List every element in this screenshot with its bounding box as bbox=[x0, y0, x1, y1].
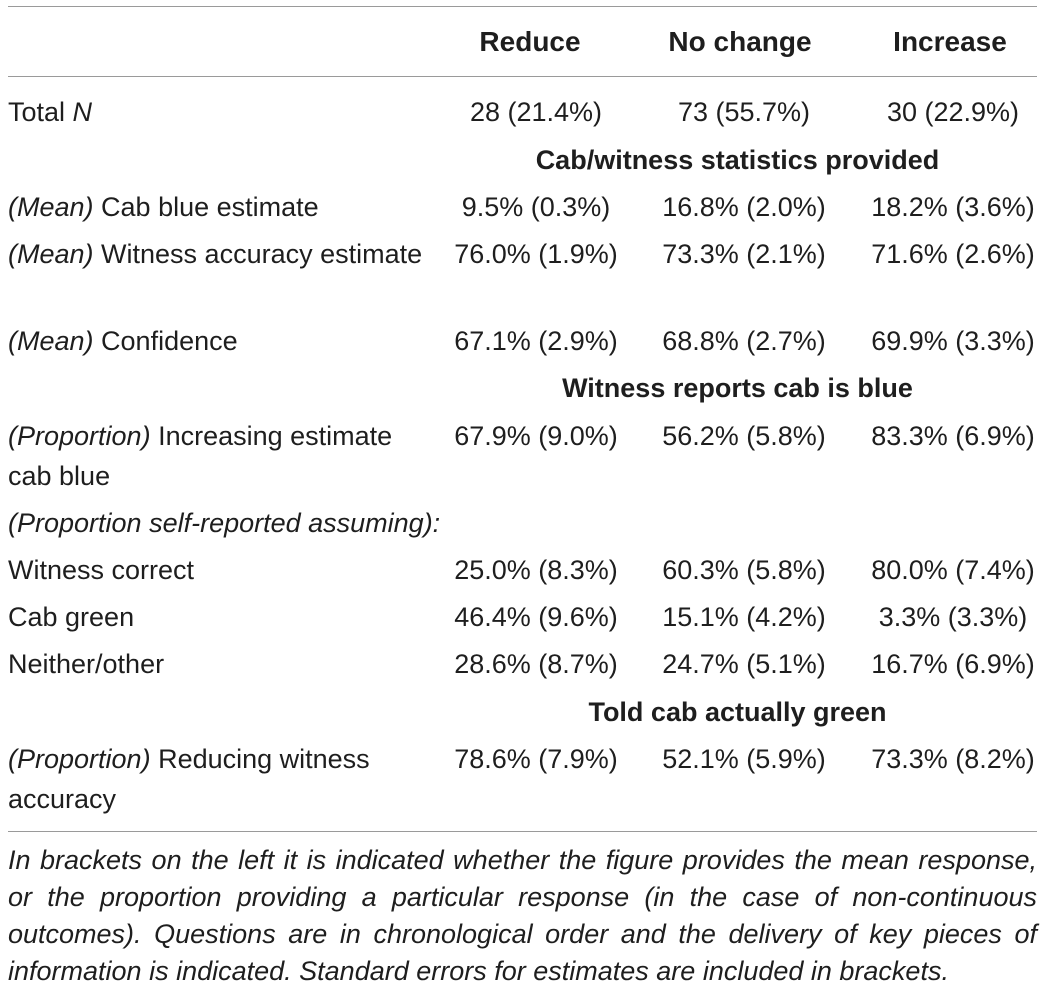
cell-reduce: 67.9% (9.0%) bbox=[454, 421, 618, 451]
cell-reduce: 25.0% (8.3%) bbox=[454, 555, 618, 585]
table-top-rule bbox=[8, 6, 1037, 7]
column-header-reduce: Reduce bbox=[479, 26, 581, 57]
cell-increase: 3.3% (3.3%) bbox=[878, 602, 1028, 632]
cell-no-change: 16.8% (2.0%) bbox=[662, 192, 826, 222]
row-label: (Proportion) Reducing witness accuracy bbox=[8, 744, 370, 814]
cell-no-change: 15.1% (4.2%) bbox=[662, 602, 826, 632]
table-footnote: In brackets on the left it is indicated … bbox=[8, 845, 1037, 986]
cell-increase: 16.7% (6.9%) bbox=[871, 649, 1035, 679]
row-label: Total N bbox=[8, 97, 93, 127]
column-header-increase: Increase bbox=[893, 26, 1007, 57]
cell-reduce: 9.5% (0.3%) bbox=[461, 192, 611, 222]
cell-reduce: 76.0% (1.9%) bbox=[454, 239, 618, 269]
cell-increase: 71.6% (2.6%) bbox=[871, 239, 1035, 269]
cell-increase: 73.3% (8.2%) bbox=[871, 744, 1035, 774]
table-bottom-rule bbox=[8, 831, 1037, 832]
cell-no-change: 73 (55.7%) bbox=[677, 97, 811, 127]
header-rule bbox=[8, 76, 1037, 77]
cell-reduce: 78.6% (7.9%) bbox=[454, 744, 618, 774]
row-label: Cab green bbox=[8, 602, 135, 632]
cell-reduce: 28 (21.4%) bbox=[469, 97, 603, 127]
cell-increase: 83.3% (6.9%) bbox=[871, 421, 1035, 451]
section-heading-witness-reports: Witness reports cab is blue bbox=[562, 373, 913, 403]
column-header-no-change: No change bbox=[668, 26, 812, 57]
section-heading-statistics: Cab/witness statistics provided bbox=[535, 145, 940, 175]
row-label: (Mean) Confidence bbox=[8, 326, 238, 356]
cell-reduce: 46.4% (9.6%) bbox=[454, 602, 618, 632]
cell-reduce: 28.6% (8.7%) bbox=[454, 649, 618, 679]
row-label: (Proportion) Increasing estimate cab blu… bbox=[8, 421, 393, 491]
cell-increase: 30 (22.9%) bbox=[886, 97, 1020, 127]
row-label: Neither/other bbox=[8, 649, 165, 679]
cell-no-change: 60.3% (5.8%) bbox=[662, 555, 826, 585]
cell-increase: 69.9% (3.3%) bbox=[871, 326, 1035, 356]
cell-no-change: 73.3% (2.1%) bbox=[662, 239, 826, 269]
row-label: (Mean) Cab blue estimate bbox=[8, 192, 319, 222]
cell-reduce: 67.1% (2.9%) bbox=[454, 326, 618, 356]
section-heading-told-green: Told cab actually green bbox=[588, 697, 887, 727]
cell-increase: 80.0% (7.4%) bbox=[871, 555, 1035, 585]
cell-no-change: 68.8% (2.7%) bbox=[662, 326, 826, 356]
cell-increase: 18.2% (3.6%) bbox=[871, 192, 1035, 222]
row-label: Witness correct bbox=[8, 555, 195, 585]
row-label: (Proportion self-reported assuming): bbox=[8, 508, 441, 538]
cell-no-change: 56.2% (5.8%) bbox=[662, 421, 826, 451]
cell-no-change: 52.1% (5.9%) bbox=[662, 744, 826, 774]
row-label: (Mean) Witness accuracy estimate bbox=[8, 239, 423, 269]
cell-no-change: 24.7% (5.1%) bbox=[662, 649, 826, 679]
